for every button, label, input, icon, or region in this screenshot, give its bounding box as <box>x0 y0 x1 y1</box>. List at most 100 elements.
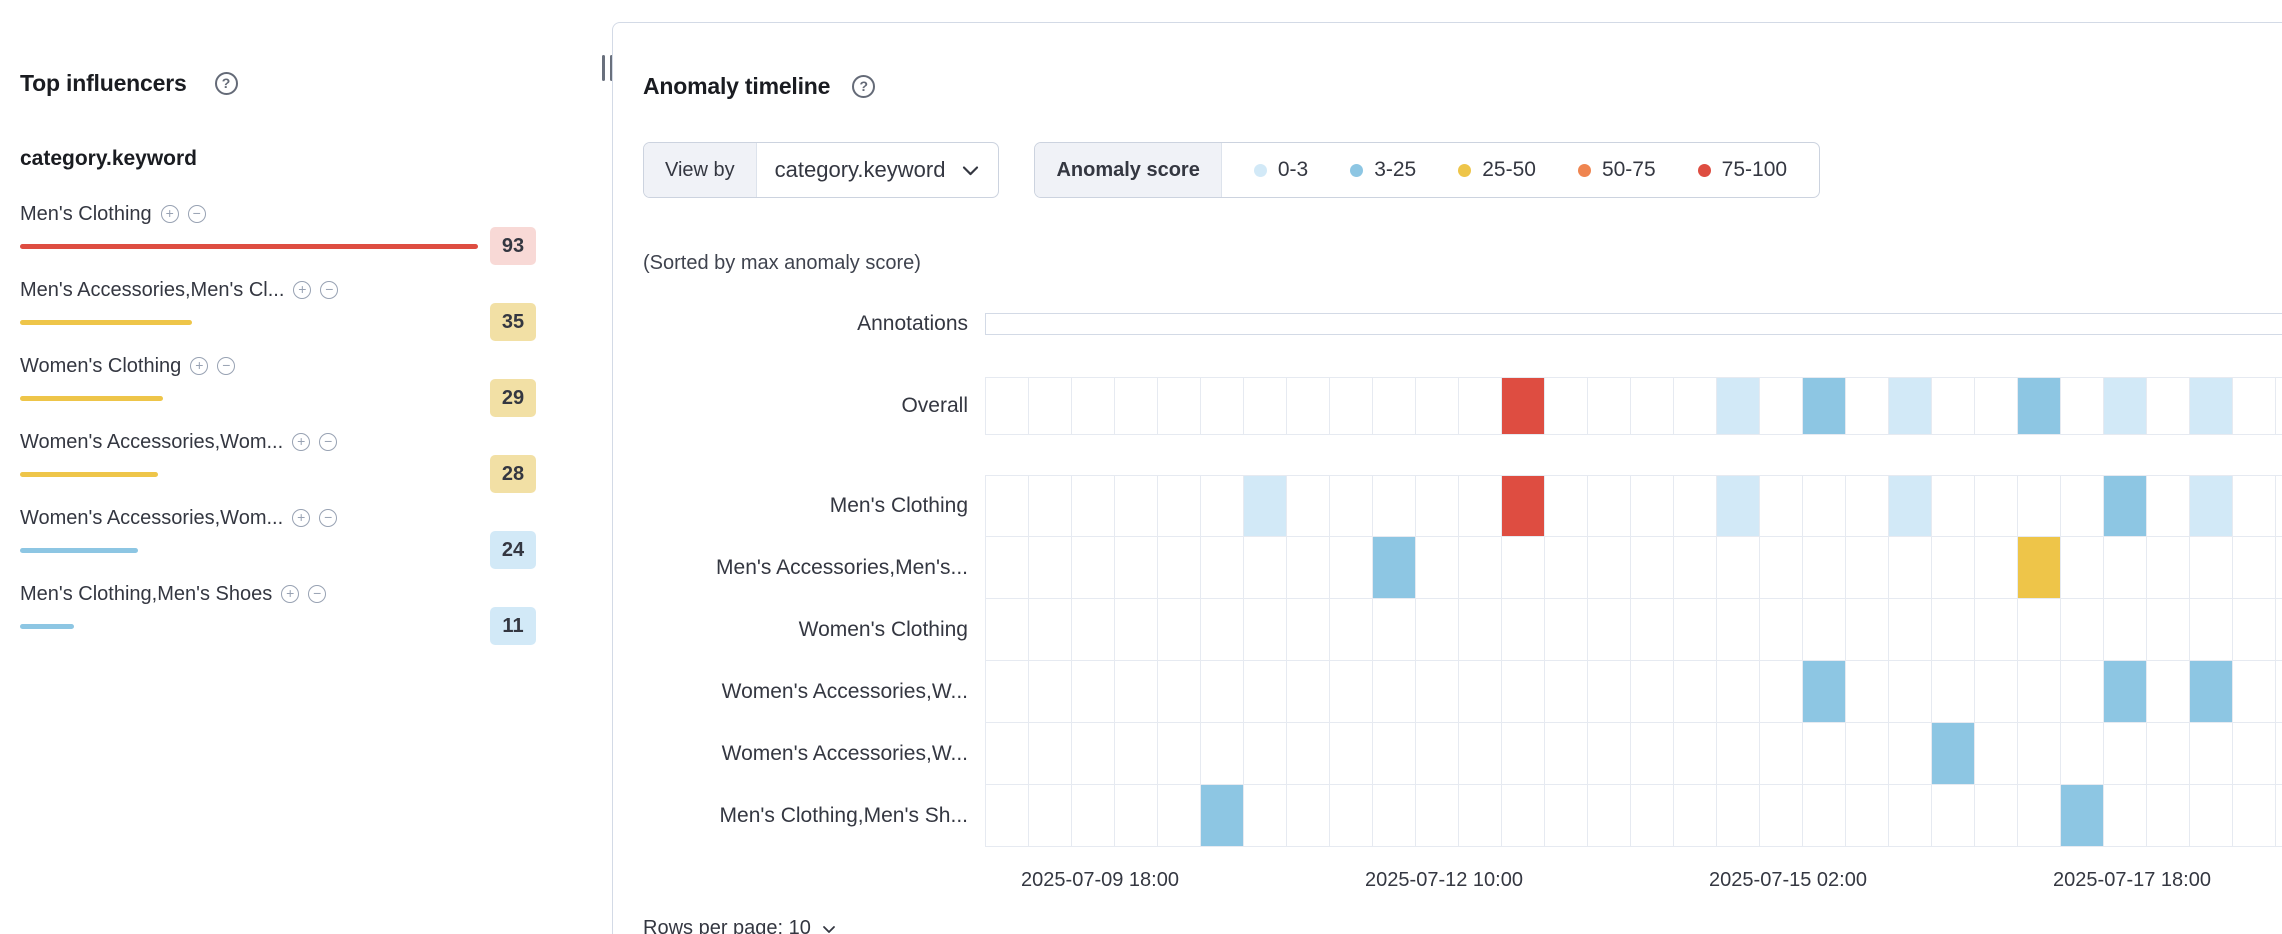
anomaly-cell[interactable] <box>1717 378 1760 434</box>
swimlane-cell[interactable] <box>1674 476 1717 536</box>
swimlane-cell[interactable] <box>1373 785 1416 846</box>
swimlane-cell[interactable] <box>1502 661 1545 722</box>
swimlane-cell[interactable] <box>1416 661 1459 722</box>
anomaly-cell[interactable] <box>2190 476 2233 536</box>
swimlane-cell[interactable] <box>2276 599 2282 660</box>
swimlane-cell[interactable] <box>1287 599 1330 660</box>
anomaly-cell[interactable] <box>2104 476 2147 536</box>
remove-filter-icon[interactable]: − <box>187 205 206 223</box>
swimlane-cell[interactable] <box>1287 661 1330 722</box>
anomaly-cell[interactable] <box>2190 378 2233 434</box>
swimlane-cell[interactable] <box>1631 661 1674 722</box>
remove-filter-icon[interactable]: − <box>217 357 236 375</box>
swimlane-cell[interactable] <box>1416 476 1459 536</box>
swimlane-cell[interactable] <box>2276 661 2282 722</box>
anomaly-cell[interactable] <box>1502 476 1545 536</box>
swimlane-cell[interactable] <box>1115 723 1158 784</box>
swimlane-cell[interactable] <box>1201 537 1244 598</box>
swimlane-cell[interactable] <box>2233 723 2276 784</box>
swimlane-cell[interactable] <box>1760 537 1803 598</box>
swimlane-cell[interactable] <box>1029 476 1072 536</box>
anomaly-cell[interactable] <box>1717 476 1760 536</box>
swimlane-cell[interactable] <box>2104 723 2147 784</box>
swimlane-cell[interactable] <box>1932 599 1975 660</box>
swimlane-cell[interactable] <box>2018 476 2061 536</box>
swimlane-cell[interactable] <box>2233 537 2276 598</box>
swimlane-cell[interactable] <box>1416 378 1459 434</box>
swimlane-cell[interactable] <box>1115 378 1158 434</box>
swimlane-cell[interactable] <box>1545 537 1588 598</box>
swimlane-cell[interactable] <box>1373 723 1416 784</box>
swimlane-cell[interactable] <box>1072 723 1115 784</box>
swimlane-cell[interactable] <box>1459 599 1502 660</box>
swimlane-cell[interactable] <box>1072 476 1115 536</box>
add-filter-icon[interactable]: + <box>190 357 209 375</box>
swimlane-cell[interactable] <box>1244 537 1287 598</box>
swimlane-cell[interactable] <box>1201 476 1244 536</box>
swimlane-cell[interactable] <box>1932 661 1975 722</box>
swimlane-cell[interactable] <box>1674 378 1717 434</box>
swimlane-cell[interactable] <box>2104 785 2147 846</box>
swimlane-cell[interactable] <box>1115 599 1158 660</box>
swimlane-cell[interactable] <box>1803 785 1846 846</box>
swimlane-cell[interactable] <box>2233 476 2276 536</box>
swimlane-cell[interactable] <box>1975 599 2018 660</box>
swimlane-cell[interactable] <box>2147 661 2190 722</box>
add-filter-icon[interactable]: + <box>281 585 300 603</box>
swimlane-cell[interactable] <box>1416 599 1459 660</box>
swimlane-cell[interactable] <box>1588 476 1631 536</box>
swimlane-cell[interactable] <box>1201 661 1244 722</box>
swimlane-cell[interactable] <box>1158 723 1201 784</box>
swimlane-cell[interactable] <box>986 476 1029 536</box>
swimlane-cell[interactable] <box>2018 723 2061 784</box>
anomaly-cell[interactable] <box>2104 378 2147 434</box>
swimlane-cell[interactable] <box>1158 785 1201 846</box>
swimlane-cell[interactable] <box>1158 599 1201 660</box>
swimlane-cell[interactable] <box>1889 599 1932 660</box>
anomaly-cell[interactable] <box>2104 661 2147 722</box>
swimlane-cell[interactable] <box>1760 723 1803 784</box>
swimlane-cell[interactable] <box>1975 661 2018 722</box>
swimlane-cell[interactable] <box>1760 599 1803 660</box>
swimlane-cell[interactable] <box>1416 537 1459 598</box>
swimlane-cell[interactable] <box>1545 378 1588 434</box>
swimlane-cell[interactable] <box>2147 378 2190 434</box>
swimlane-cell[interactable] <box>1760 378 1803 434</box>
swimlane-cell[interactable] <box>2233 661 2276 722</box>
swimlane-cell[interactable] <box>2233 599 2276 660</box>
swimlane-cell[interactable] <box>1459 661 1502 722</box>
swimlane-cell[interactable] <box>2147 537 2190 598</box>
swimlane-cell[interactable] <box>1287 476 1330 536</box>
swimlane-cell[interactable] <box>1932 785 1975 846</box>
swimlane-cell[interactable] <box>986 599 1029 660</box>
swimlane-cell[interactable] <box>986 378 1029 434</box>
swimlane-cell[interactable] <box>1459 723 1502 784</box>
swimlane-cell[interactable] <box>1029 661 1072 722</box>
swimlane-cell[interactable] <box>1115 661 1158 722</box>
swimlane-cell[interactable] <box>2147 599 2190 660</box>
swimlane-cell[interactable] <box>1588 537 1631 598</box>
swimlane-cell[interactable] <box>1158 378 1201 434</box>
add-filter-icon[interactable]: + <box>160 205 179 223</box>
swimlane-cell[interactable] <box>1502 599 1545 660</box>
swimlane-cell[interactable] <box>1373 476 1416 536</box>
panel-resizer-handle[interactable] <box>602 55 613 81</box>
swimlane-cell[interactable] <box>2147 723 2190 784</box>
swimlane-cell[interactable] <box>1631 723 1674 784</box>
swimlane-cell[interactable] <box>1287 785 1330 846</box>
swimlane-cell[interactable] <box>2147 785 2190 846</box>
swimlane-cell[interactable] <box>1029 537 1072 598</box>
view-by-control[interactable]: View by category.keyword <box>643 142 1000 198</box>
swimlane-cell[interactable] <box>1373 661 1416 722</box>
swimlane-cell[interactable] <box>2061 476 2104 536</box>
swimlane-cell[interactable] <box>2061 537 2104 598</box>
swimlane-cell[interactable] <box>2018 661 2061 722</box>
swimlane-cell[interactable] <box>1674 661 1717 722</box>
swimlane-cell[interactable] <box>1717 537 1760 598</box>
swimlane-cell[interactable] <box>1760 785 1803 846</box>
swimlane-cell[interactable] <box>1502 537 1545 598</box>
swimlane-cell[interactable] <box>1889 723 1932 784</box>
remove-filter-icon[interactable]: − <box>319 509 338 527</box>
view-by-select[interactable]: category.keyword <box>757 143 999 197</box>
anomaly-cell[interactable] <box>1502 378 1545 434</box>
